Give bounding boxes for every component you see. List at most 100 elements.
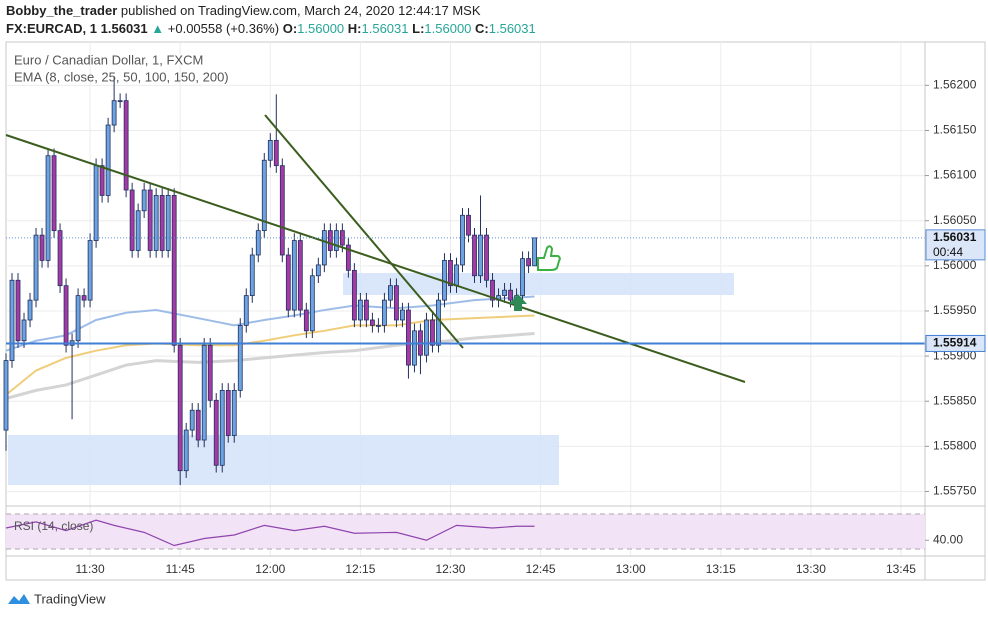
candle-body <box>309 275 315 332</box>
y-tick-label: 1.56150 <box>933 123 977 137</box>
candle-body <box>285 254 291 311</box>
header-line-1: Bobby_the_trader published on TradingVie… <box>6 3 481 18</box>
current-price-label: 1.56031 <box>933 230 977 244</box>
change: +0.00558 (+0.36%) <box>168 21 279 36</box>
candle-body <box>165 195 171 251</box>
candle-body <box>15 279 21 342</box>
candle-body <box>273 139 279 167</box>
candle-body <box>520 258 525 297</box>
y-tick-label: 1.55800 <box>933 439 977 453</box>
candle-body <box>27 299 33 321</box>
candle-body <box>57 230 63 287</box>
candle-body <box>249 254 255 297</box>
candle-body <box>129 189 135 251</box>
candle-body <box>502 289 507 297</box>
candle-body <box>412 330 417 366</box>
candle-body <box>243 295 249 326</box>
y-tick-label: 1.56200 <box>933 77 977 91</box>
candle-body <box>484 234 489 281</box>
buy-arrow <box>509 294 527 311</box>
zone-rectangle <box>343 273 734 295</box>
indicator-label: EMA (8, close, 25, 50, 100, 150, 200) <box>14 69 229 84</box>
candle-body <box>388 285 393 301</box>
candle-body <box>532 237 537 267</box>
candle-body <box>171 195 177 346</box>
y-tick-label: 40.00 <box>933 532 963 546</box>
candle-body <box>45 155 51 261</box>
candle-body <box>99 165 105 196</box>
rsi-label: RSI (14, close) <box>14 519 93 533</box>
candle-body <box>406 309 411 366</box>
candle-body <box>183 429 189 472</box>
price-label-box <box>925 334 986 352</box>
published: published on TradingView.com, March 24, … <box>121 3 481 18</box>
candle-body <box>261 159 267 232</box>
candle-body <box>297 240 303 311</box>
candle-body <box>351 269 357 321</box>
price-label-box <box>925 229 986 261</box>
countdown: 00:44 <box>933 245 963 259</box>
candle-body <box>51 155 57 232</box>
ema-line <box>5 295 535 352</box>
candle-body <box>117 100 123 103</box>
trend-line <box>264 114 464 349</box>
candle-body <box>303 309 309 332</box>
candle-body <box>526 258 531 267</box>
x-tick-label: 13:30 <box>796 562 826 576</box>
candle-body <box>327 230 333 251</box>
candle-body <box>394 285 399 321</box>
candle-body <box>147 189 153 251</box>
candle-body <box>478 234 483 277</box>
candle-body <box>63 285 69 346</box>
candle-body <box>490 279 495 301</box>
candle-body <box>255 230 261 256</box>
trend-line <box>5 134 746 383</box>
x-tick-label: 13:00 <box>616 562 646 576</box>
candle-body <box>141 189 147 212</box>
candle-body <box>508 289 513 301</box>
candle-body <box>430 319 435 346</box>
candle-body <box>9 279 15 361</box>
zone-rectangle <box>8 435 559 485</box>
x-tick-label: 11:45 <box>166 562 195 576</box>
y-tick-label: 1.56050 <box>933 213 977 227</box>
candle-body <box>207 344 213 401</box>
candle-body <box>448 260 453 287</box>
ohlc-label: O: <box>283 21 297 36</box>
candle-body <box>363 299 369 321</box>
x-tick-label: 13:45 <box>886 562 916 576</box>
x-tick-label: 12:00 <box>255 562 285 576</box>
ohlc-value: 1.56031 <box>489 21 536 36</box>
drawings <box>8 273 734 485</box>
candle-body <box>436 299 441 346</box>
header-line-2: FX:EURCAD, 1 1.56031 ▲ +0.00558 (+0.36%)… <box>6 21 536 36</box>
candle-body <box>81 295 87 301</box>
ohlc-label: H: <box>348 21 362 36</box>
candle-body <box>472 234 477 277</box>
candle-body <box>369 319 375 326</box>
horizontal-line-label: 1.55914 <box>933 336 977 350</box>
candle-body <box>231 389 237 436</box>
author: Bobby_the_trader <box>6 3 117 18</box>
thumbs-up-icon <box>537 245 561 271</box>
trend-lines <box>5 114 925 383</box>
candle-body <box>177 344 183 472</box>
candle-body <box>21 319 27 342</box>
rsi-band <box>6 514 925 549</box>
candle-body <box>376 324 381 327</box>
candle-body <box>135 210 141 251</box>
candle-body <box>3 360 9 431</box>
candle-body <box>237 324 243 391</box>
candle-body <box>195 409 201 441</box>
rsi-line <box>5 519 535 547</box>
x-tick-label: 12:30 <box>435 562 465 576</box>
candle-body <box>39 234 45 261</box>
y-tick-label: 1.55850 <box>933 393 977 407</box>
candle-body <box>75 295 81 342</box>
change-arrow: ▲ <box>151 21 164 36</box>
candle-body <box>424 319 429 356</box>
candle-body <box>105 124 111 196</box>
x-tick-label: 12:15 <box>345 562 375 576</box>
